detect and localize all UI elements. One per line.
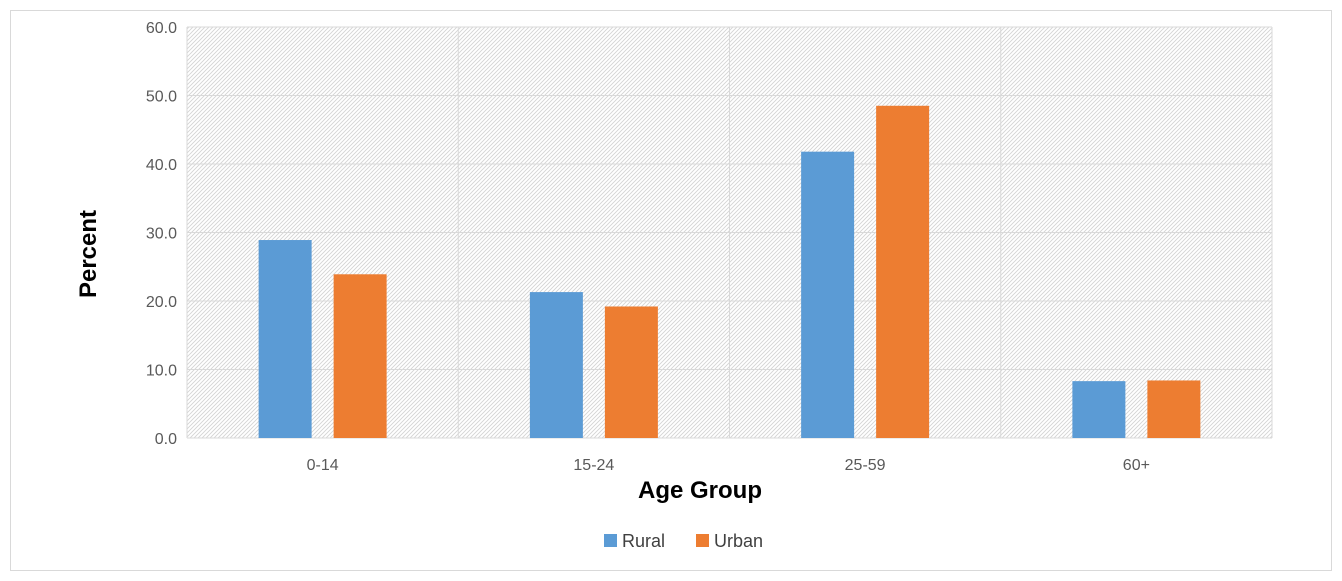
bar-urban-15-24	[604, 306, 658, 438]
x-tick-labels: 0-14 15-24 25-59 60+	[307, 457, 1150, 474]
y-tick-label: 60.0	[146, 20, 177, 37]
legend-swatch-rural	[604, 534, 617, 547]
y-tick-label: 10.0	[146, 363, 177, 380]
bar-urban-0-14	[333, 274, 387, 438]
bars	[258, 105, 1201, 439]
bar-rural-0-14	[258, 240, 312, 438]
y-tick-label: 50.0	[146, 89, 177, 106]
x-tick-label: 25-59	[845, 457, 886, 474]
y-tick-label: 0.0	[155, 431, 177, 448]
legend: Rural Urban	[604, 531, 763, 551]
bar-urban-25-59	[876, 105, 930, 439]
bar-rural-25-59	[801, 151, 855, 439]
y-axis-title: Percent	[75, 210, 102, 298]
y-tick-label: 30.0	[146, 226, 177, 243]
x-tick-label: 60+	[1123, 457, 1150, 474]
legend-swatch-urban	[696, 534, 709, 547]
x-axis-title: Age Group	[638, 477, 762, 504]
bar-rural-15-24	[529, 292, 583, 438]
legend-label-rural: Rural	[622, 531, 665, 551]
x-tick-label: 0-14	[307, 457, 339, 474]
y-tick-label: 40.0	[146, 157, 177, 174]
y-tick-label: 20.0	[146, 294, 177, 311]
legend-label-urban: Urban	[714, 531, 763, 551]
x-tick-label: 15-24	[573, 457, 614, 474]
bar-rural-60+	[1072, 381, 1126, 438]
bar-urban-60+	[1147, 380, 1201, 438]
y-tick-labels: 0.0 10.0 20.0 30.0 40.0 50.0 60.0	[146, 20, 177, 448]
